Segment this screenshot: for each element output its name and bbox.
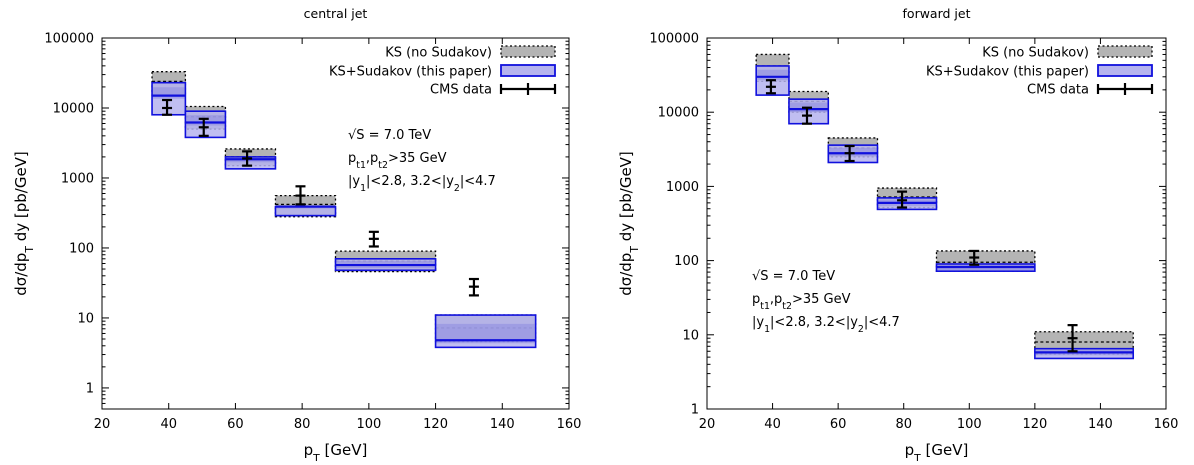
y-tick-label: 1: [691, 403, 699, 418]
legend-swatch-ks-sudakov: [500, 64, 556, 77]
x-tick-label: 100: [957, 417, 982, 432]
ks-sudakov-band: [224, 156, 277, 170]
annotation-text: √S = 7.0 TeV: [752, 269, 835, 284]
chart-title: central jet: [304, 6, 368, 21]
annotation-text: √S = 7.0 TeV: [348, 128, 431, 143]
y-tick-label: 10000: [53, 101, 94, 116]
ks-sudakov-inner: [153, 87, 185, 99]
x-tick-label: 140: [1088, 417, 1113, 432]
x-axis-label: pT [GeV]: [905, 441, 969, 461]
annotation-text: pt1,pt2>35 GeV: [348, 151, 447, 171]
annotation-text: pt1,pt2>35 GeV: [752, 292, 851, 312]
ks-sudakov-inner: [829, 147, 877, 157]
x-tick-label: 80: [294, 417, 311, 432]
ks-sudakov-inner: [436, 323, 535, 344]
annotation-text: |y1|<2.8, 3.2<|y2|<4.7: [348, 174, 496, 194]
y-axis-label: dσ/dpT dy [pb/GeV]: [12, 151, 36, 296]
x-tick-label: 40: [160, 417, 177, 432]
x-tick-label: 100: [356, 417, 381, 432]
plot-frame: [101, 37, 570, 410]
x-tick-label: 60: [227, 417, 244, 432]
x-tick-label: 60: [830, 417, 847, 432]
y-tick-label: 100000: [649, 32, 699, 47]
legend-label: KS (no Sudakov): [385, 46, 492, 61]
legend-label: KS+Sudakov (this paper): [926, 65, 1089, 80]
y-axis-label: dσ/dpT dy [pb/GeV]: [617, 151, 641, 296]
x-tick-label: 20: [699, 417, 716, 432]
ks-sudakov-inner: [186, 115, 225, 126]
ks-sudakov-inner: [757, 69, 788, 80]
legend-swatch-ks-sudakov: [1097, 64, 1153, 77]
y-tick-label: 10000: [658, 106, 699, 121]
x-tick-label: 140: [490, 417, 515, 432]
x-tick-label: 120: [1022, 417, 1047, 432]
panel-central: 20 40 60 80 100 120 140 160 1 10 100 1000 10000 10000…: [12, 6, 582, 465]
legend-label: KS+Sudakov (this paper): [329, 65, 492, 80]
y-tick-label: 1000: [61, 171, 94, 186]
x-tick-label: 160: [1154, 417, 1179, 432]
y-tick-label: 100: [69, 241, 94, 256]
legend-label: CMS data: [430, 83, 492, 98]
annotation-text: |y1|<2.8, 3.2<|y2|<4.7: [752, 315, 900, 335]
y-tick-label: 1000: [666, 180, 699, 195]
legend-label: CMS data: [1027, 83, 1089, 98]
panel-forward: 20 40 60 80 100 120 140 160 1 10 100 1000 10000 10000…: [617, 6, 1179, 465]
x-tick-label: 20: [94, 417, 111, 432]
x-tick-label: 120: [423, 417, 448, 432]
x-tick-label: 40: [764, 417, 781, 432]
y-tick-label: 10: [77, 311, 94, 326]
x-axis-label: pT [GeV]: [304, 441, 368, 461]
x-tick-label: 80: [895, 417, 912, 432]
legend-label: KS (no Sudakov): [982, 46, 1089, 61]
legend-swatch-ks: [1097, 45, 1153, 58]
plot-frame: [706, 37, 1167, 410]
x-tick-label: 160: [557, 417, 582, 432]
chart-title: forward jet: [903, 6, 971, 21]
y-tick-label: 1: [86, 381, 94, 396]
y-tick-label: 100000: [44, 32, 94, 47]
legend-swatch-ks: [500, 45, 556, 58]
y-tick-label: 100: [674, 254, 699, 269]
y-tick-label: 10: [682, 328, 699, 343]
